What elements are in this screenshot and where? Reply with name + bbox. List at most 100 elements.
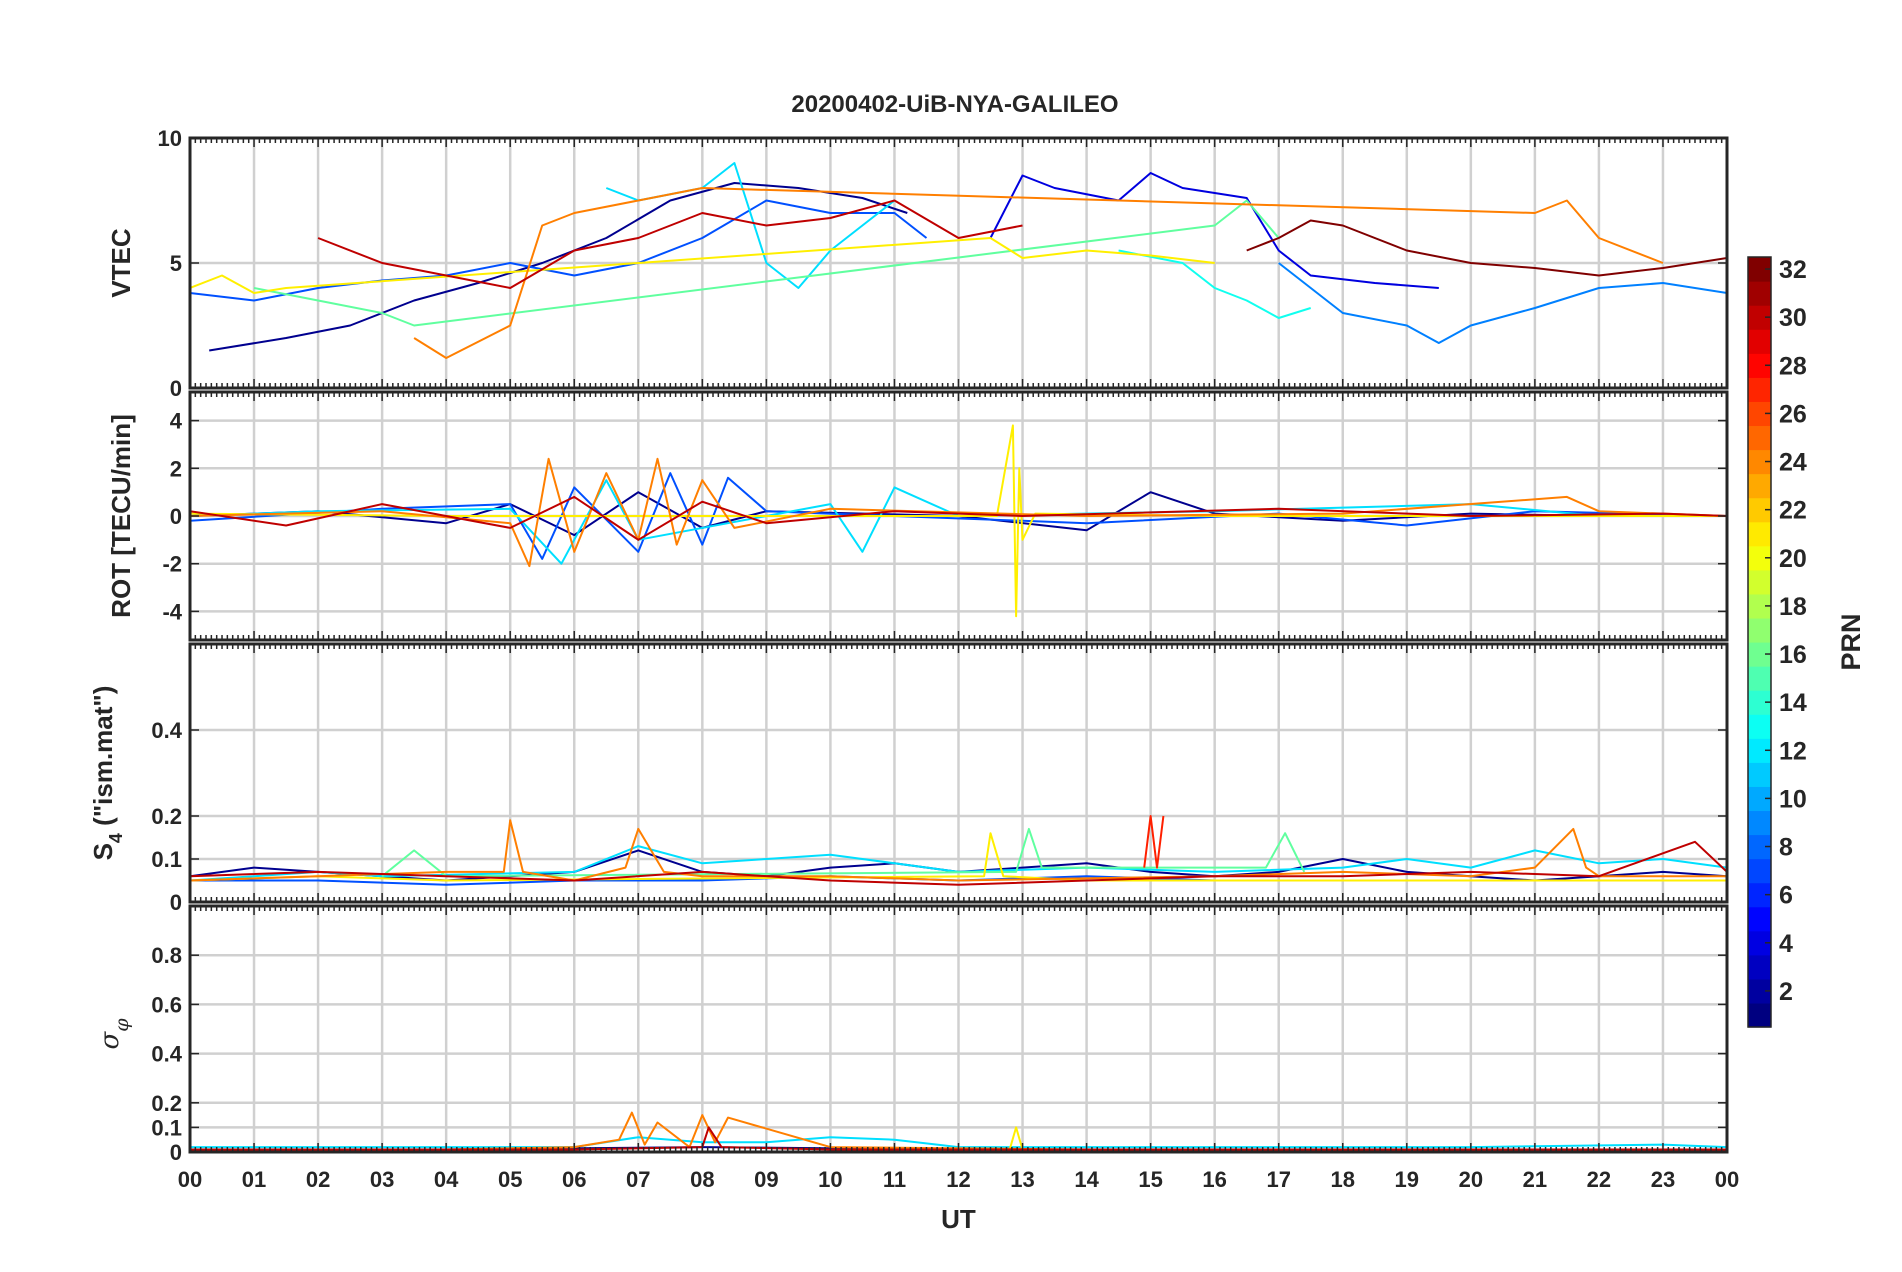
series-line-prn-13 [1118, 249, 1311, 319]
colorbar-swatch [1748, 305, 1771, 330]
y-tick-label: 5 [170, 251, 182, 276]
colorbar-swatch [1748, 281, 1771, 306]
panel-s4: 0 0.1 0.2 0.4 S4 ("ism.mat") [88, 642, 1729, 915]
series-line-prn-20 [190, 832, 1727, 882]
colorbar-tick-label: 20 [1779, 545, 1807, 573]
series-line-prn-20 [1008, 1126, 1024, 1150]
colorbar-swatch [1748, 569, 1771, 595]
colorbar-tick-label: 4 [1779, 930, 1793, 958]
x-tick-label: 01 [242, 1167, 266, 1192]
y-tick-label: 0.2 [151, 1091, 182, 1116]
colorbar-tick-label: 10 [1779, 785, 1807, 813]
series-line-prn-16 [381, 827, 1306, 878]
y-tick-label: 0.1 [151, 1115, 182, 1140]
colorbar-tick-label: 32 [1779, 256, 1807, 284]
colorbar-swatch [1748, 377, 1771, 402]
series-line-prn-28 [1143, 815, 1165, 869]
colorbar-swatch [1748, 930, 1771, 956]
x-tick-label: 08 [690, 1167, 714, 1192]
series-line-prn-16 [253, 199, 1280, 327]
colorbar-label: PRN [1836, 613, 1866, 670]
y-tick-label: 0.6 [151, 992, 182, 1017]
series-line-prn-32 [1246, 219, 1727, 277]
y-axis-label: σφ [95, 1018, 133, 1050]
colorbar-swatch [1748, 617, 1771, 643]
y-tick-label: 0 [170, 376, 182, 401]
series-line-prn-8 [1278, 262, 1727, 344]
x-tick-label: 00 [178, 1167, 202, 1192]
series-line-prn-20 [190, 237, 1215, 294]
colorbar-swatch [1748, 593, 1771, 619]
y-tick-label: -2 [162, 552, 182, 577]
colorbar-tick-label: 22 [1779, 497, 1807, 525]
x-tick-label: 11 [883, 1167, 906, 1192]
colorbar-tick-label: 8 [1779, 834, 1793, 862]
x-tick-label: 09 [754, 1167, 778, 1192]
colorbar-tick-label: 18 [1779, 593, 1807, 621]
panel-rot: -4 -2 0 2 4 ROT [TECU/min] [106, 390, 1729, 642]
y-axis-label: S4 ("ism.mat") [88, 686, 126, 861]
colorbar-swatch [1748, 714, 1771, 739]
colorbar-swatch [1748, 329, 1771, 354]
colorbar-tick-label: 16 [1779, 641, 1807, 669]
y-tick-label: 0.2 [151, 804, 182, 829]
x-tick-label: 13 [1010, 1167, 1034, 1192]
colorbar-swatch [1748, 738, 1771, 763]
chart-title: 20200402-UiB-NYA-GALILEO [791, 91, 1118, 118]
y-axis-label: ROT [TECU/min] [106, 414, 136, 618]
colorbar-swatch [1748, 1002, 1771, 1028]
y-tick-label: 0 [170, 1140, 182, 1165]
x-tick-label: 02 [306, 1167, 330, 1192]
colorbar-swatch [1748, 473, 1771, 499]
colorbar-tick-label: 30 [1779, 304, 1807, 332]
x-tick-label: 14 [1074, 1167, 1099, 1192]
y-axis-label: VTEC [106, 228, 136, 298]
colorbar-swatch [1748, 666, 1771, 691]
x-tick-label: 05 [498, 1167, 522, 1192]
x-tick-label: 23 [1651, 1167, 1675, 1192]
colorbar-swatch [1748, 353, 1771, 378]
x-axis-label: UT [941, 1204, 976, 1234]
colorbar-tick-label: 24 [1779, 449, 1807, 477]
colorbar-swatch [1748, 786, 1771, 812]
colorbar-swatch [1748, 449, 1771, 475]
panel-sigma_phi: 00.10.2 0.4 0.6 0.8 σφ 00 01 02 03 04 05 06 07 08 09 10… [95, 904, 1739, 1234]
series-group [190, 815, 1727, 886]
colorbar-swatch [1748, 954, 1771, 980]
x-tick-label: 22 [1587, 1167, 1611, 1192]
colorbar-swatch [1748, 257, 1771, 282]
series-line-prn-30 [190, 840, 1727, 886]
y-tick-label: 0 [170, 504, 182, 529]
x-tick-label: 07 [626, 1167, 650, 1192]
x-tick-label: 04 [434, 1167, 459, 1192]
x-tick-label: 00 [1715, 1167, 1739, 1192]
colorbar-swatch [1748, 497, 1771, 523]
y-tick-label: 0.4 [151, 1042, 182, 1067]
colorbar-swatch [1748, 906, 1771, 932]
y-tick-label: 4 [170, 409, 183, 434]
colorbar-swatch [1748, 882, 1771, 908]
x-tick-label: 06 [562, 1167, 586, 1192]
y-tick-label: 10 [158, 126, 182, 151]
colorbar-swatch [1748, 810, 1771, 836]
colorbar-swatch [1748, 521, 1771, 547]
series-line-prn-12 [190, 479, 1727, 565]
colorbar-tick-label: 14 [1779, 689, 1807, 717]
y-tick-label: 0.4 [151, 718, 182, 743]
colorbar-tick-label: 6 [1779, 882, 1793, 910]
colorbar-swatch [1748, 762, 1771, 787]
series-line-prn-30 [317, 199, 1023, 289]
colorbar-tick-label: 2 [1779, 978, 1793, 1006]
y-tick-label: 0 [170, 890, 182, 915]
colorbar-frame [1747, 256, 1772, 1028]
colorbar-tick-label: 26 [1779, 400, 1807, 428]
colorbar-tick-label: 12 [1779, 737, 1807, 765]
colorbar-swatch [1748, 425, 1771, 451]
colorbar-swatch [1748, 858, 1771, 884]
y-tick-label: 2 [170, 456, 182, 481]
series-line-prn-6 [190, 199, 928, 302]
series-line-prn-24 [190, 457, 1727, 568]
y-tick-label: 0.8 [151, 943, 182, 968]
